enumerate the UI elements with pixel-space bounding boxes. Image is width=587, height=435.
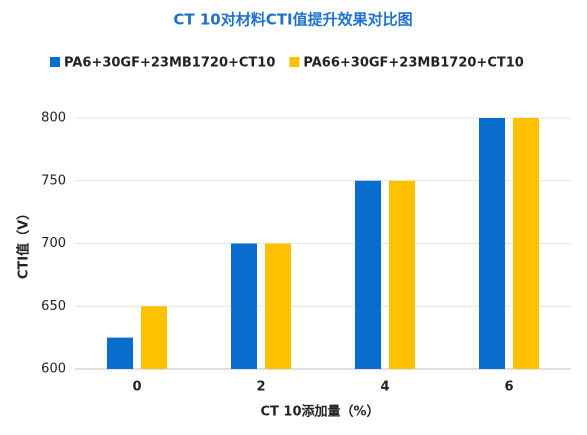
x-tick-label: 4 [380,380,389,395]
y-axis-title: CTI值（V） [16,207,32,279]
bar [479,118,505,369]
y-tick-label: 700 [41,236,66,251]
y-tick-label: 750 [41,173,66,188]
chart-title: CT 10对材料CTI值提升效果对比图 [173,11,412,29]
legend-swatch [289,57,300,67]
x-tick-label: 0 [132,380,141,395]
x-tick-label: 2 [256,380,265,395]
y-tick-label: 600 [41,362,66,377]
x-tick-label: 6 [504,380,513,395]
bar [141,306,167,369]
x-axis-title: CT 10添加量（%） [260,404,379,420]
bar [513,118,539,369]
y-tick-label: 650 [41,299,66,314]
bar [389,180,415,369]
legend-label: PA6+30GF+23MB1720+CT10 [64,56,275,71]
bar [355,180,381,369]
legend-swatch [50,57,60,67]
legend-label: PA66+30GF+23MB1720+CT10 [303,56,523,71]
bar [265,243,291,369]
bar [107,337,133,369]
bar [231,243,257,369]
y-tick-label: 800 [41,111,66,126]
